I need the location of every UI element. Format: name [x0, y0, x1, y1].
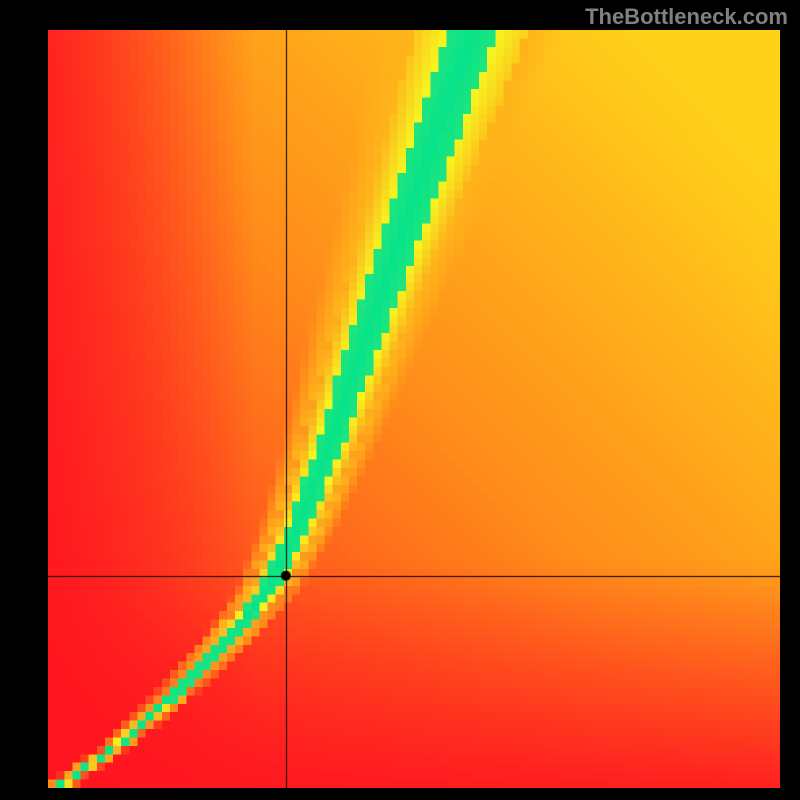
- watermark-text: TheBottleneck.com: [585, 4, 788, 30]
- chart-container: TheBottleneck.com: [0, 0, 800, 800]
- crosshair-overlay: [48, 30, 780, 788]
